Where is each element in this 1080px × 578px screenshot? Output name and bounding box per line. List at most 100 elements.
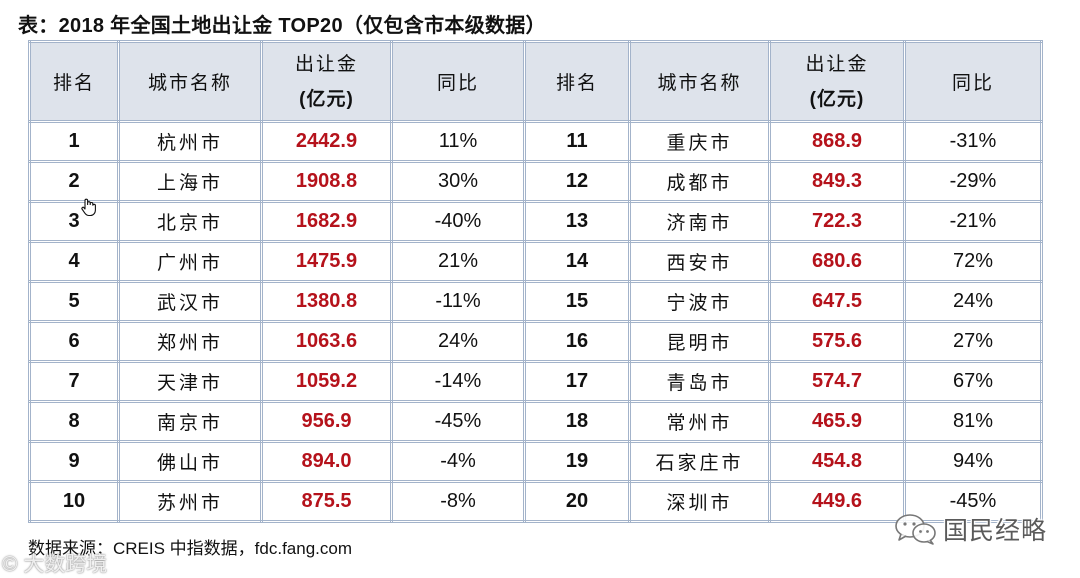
yoy-cell: -14% <box>390 360 526 403</box>
amount-cell: 1063.6 <box>260 320 393 363</box>
city-cell: 石家庄市 <box>628 440 771 483</box>
yoy-cell: -21% <box>903 200 1043 243</box>
table-body: 1 杭州市 2442.9 11% 11 重庆市 868.9 -31% 2 上海市 1908.8 30%… <box>28 120 1043 523</box>
city-cell: 武汉市 <box>117 280 263 323</box>
table-header-row: 排名 城市名称 出让金 (亿元) 同比 排名 城市名称 出让金 (亿元) 同比 <box>28 40 1043 123</box>
yoy-cell: -11% <box>390 280 526 323</box>
city-cell: 常州市 <box>628 400 771 443</box>
city-cell: 深圳市 <box>628 480 771 523</box>
rank-cell: 9 <box>28 440 120 483</box>
yoy-cell: -31% <box>903 120 1043 163</box>
amount-cell: 868.9 <box>768 120 906 163</box>
yoy-cell: -29% <box>903 160 1043 203</box>
header-yoy-cell: 同比 <box>903 40 1043 123</box>
amount-cell: 1908.8 <box>260 160 393 203</box>
yoy-cell: 24% <box>903 280 1043 323</box>
amount-cell: 465.9 <box>768 400 906 443</box>
city-cell: 济南市 <box>628 200 771 243</box>
rank-cell: 16 <box>523 320 631 363</box>
amount-cell: 875.5 <box>260 480 393 523</box>
yoy-cell: -40% <box>390 200 526 243</box>
city-cell: 杭州市 <box>117 120 263 163</box>
amount-cell: 1475.9 <box>260 240 393 283</box>
wechat-icon <box>895 514 936 545</box>
data-source-text: 数据来源：CREIS 中指数据，fdc.fang.com <box>28 539 353 558</box>
rank-cell: 14 <box>523 240 631 283</box>
amount-cell: 574.7 <box>768 360 906 403</box>
amount-cell: 454.8 <box>768 440 906 483</box>
header-city-cell: 城市名称 <box>117 40 263 123</box>
table-row: 6 郑州市 1063.6 24% 16 昆明市 575.6 27% <box>28 320 1043 363</box>
data-source-note: 数据来源：CREIS 中指数据，fdc.fang.com <box>28 534 352 559</box>
rank-cell: 8 <box>28 400 120 443</box>
watermark-brand-text: 国民经略 <box>943 517 1048 545</box>
amount-cell: 722.3 <box>768 200 906 243</box>
city-cell: 南京市 <box>117 400 263 443</box>
rank-cell: 10 <box>28 480 120 523</box>
amount-cell: 449.6 <box>768 480 906 523</box>
rank-cell: 6 <box>28 320 120 363</box>
yoy-cell: 24% <box>390 320 526 363</box>
yoy-cell: 30% <box>390 160 526 203</box>
table-row: 10 苏州市 875.5 -8% 20 深圳市 449.6 -45% <box>28 480 1043 523</box>
table-row: 2 上海市 1908.8 30% 12 成都市 849.3 -29% <box>28 160 1043 203</box>
rank-cell: 3 <box>28 200 120 243</box>
table-row: 9 佛山市 894.0 -4% 19 石家庄市 454.8 94% <box>28 440 1043 483</box>
amount-cell: 956.9 <box>260 400 393 443</box>
amount-cell: 647.5 <box>768 280 906 323</box>
watermark-brand: 国民经略 <box>893 512 1047 546</box>
land-revenue-table: 排名 城市名称 出让金 (亿元) 同比 排名 城市名称 出让金 (亿元) 同比 … <box>28 40 1043 523</box>
header-city-cell: 城市名称 <box>628 40 771 123</box>
table-row: 5 武汉市 1380.8 -11% 15 宁波市 647.5 24% <box>28 280 1043 323</box>
yoy-cell: 27% <box>903 320 1043 363</box>
yoy-cell: 81% <box>903 400 1043 443</box>
rank-cell: 18 <box>523 400 631 443</box>
table-row: 1 杭州市 2442.9 11% 11 重庆市 868.9 -31% <box>28 120 1043 163</box>
yoy-cell: 11% <box>390 120 526 163</box>
header-amount-unit: (亿元) <box>299 88 354 110</box>
amount-cell: 1059.2 <box>260 360 393 403</box>
amount-cell: 1380.8 <box>260 280 393 323</box>
city-cell: 青岛市 <box>628 360 771 403</box>
hand-cursor-icon <box>81 198 96 217</box>
yoy-cell: -4% <box>390 440 526 483</box>
yoy-cell: -45% <box>390 400 526 443</box>
rank-cell: 11 <box>523 120 631 163</box>
yoy-cell: 72% <box>903 240 1043 283</box>
rank-cell: 12 <box>523 160 631 203</box>
header-yoy-cell: 同比 <box>390 40 526 123</box>
city-cell: 北京市 <box>117 200 263 243</box>
header-amount-cell: 出让金 (亿元) <box>768 40 906 123</box>
rank-cell: 1 <box>28 120 120 163</box>
rank-cell: 13 <box>523 200 631 243</box>
city-cell: 佛山市 <box>117 440 263 483</box>
city-cell: 广州市 <box>117 240 263 283</box>
rank-cell: 17 <box>523 360 631 403</box>
city-cell: 重庆市 <box>628 120 771 163</box>
city-cell: 郑州市 <box>117 320 263 363</box>
rank-cell: 19 <box>523 440 631 483</box>
city-cell: 西安市 <box>628 240 771 283</box>
rank-cell: 15 <box>523 280 631 323</box>
watermark-corner: © 大数跨境 <box>2 553 108 576</box>
rank-cell: 7 <box>28 360 120 403</box>
city-cell: 上海市 <box>117 160 263 203</box>
table-title: 表：2018 年全国土地出让金 TOP20（仅包含市本级数据） <box>18 15 546 37</box>
amount-cell: 680.6 <box>768 240 906 283</box>
yoy-cell: -8% <box>390 480 526 523</box>
amount-cell: 2442.9 <box>260 120 393 163</box>
header-rank-cell: 排名 <box>28 40 120 123</box>
header-amount-label: 出让金 <box>294 52 358 75</box>
amount-cell: 894.0 <box>260 440 393 483</box>
city-cell: 宁波市 <box>628 280 771 323</box>
city-cell: 成都市 <box>628 160 771 203</box>
yoy-cell: -45% <box>903 480 1043 523</box>
header-rank-cell: 排名 <box>523 40 631 123</box>
table-row: 4 广州市 1475.9 21% 14 西安市 680.6 72% <box>28 240 1043 283</box>
city-cell: 天津市 <box>117 360 263 403</box>
yoy-cell: 94% <box>903 440 1043 483</box>
amount-cell: 1682.9 <box>260 200 393 243</box>
city-cell: 苏州市 <box>117 480 263 523</box>
yoy-cell: 67% <box>903 360 1043 403</box>
amount-cell: 575.6 <box>768 320 906 363</box>
